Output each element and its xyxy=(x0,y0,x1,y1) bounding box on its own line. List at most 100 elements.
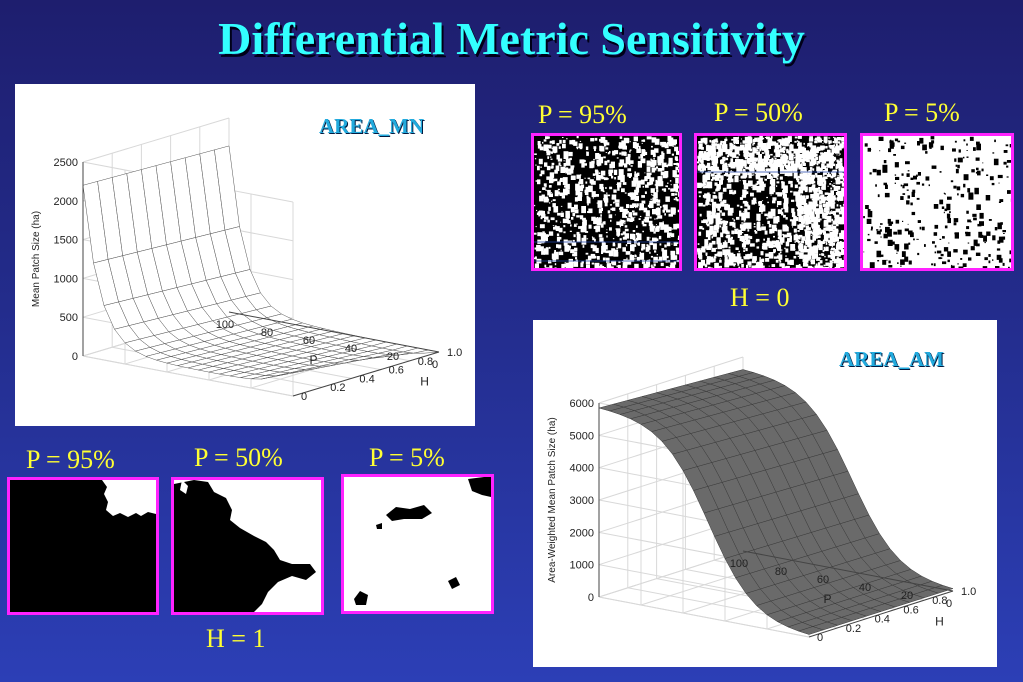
noise-cell xyxy=(882,259,887,265)
noise-cell xyxy=(611,207,616,211)
noise-cell xyxy=(563,231,566,234)
noise-cell xyxy=(702,186,705,189)
grid-line xyxy=(598,356,744,404)
noise-cell xyxy=(755,175,758,178)
noise-cell xyxy=(547,136,550,139)
noise-cell xyxy=(730,178,734,183)
noise-cell xyxy=(956,186,961,191)
noise-cell xyxy=(643,207,648,213)
p-tick-label: 40 xyxy=(859,582,871,594)
noise-cell xyxy=(665,185,668,187)
noise-cell xyxy=(869,262,875,268)
noise-cell xyxy=(534,263,539,268)
noise-cell xyxy=(872,168,877,173)
noise-cell xyxy=(659,222,664,227)
noise-cell xyxy=(742,160,747,167)
noise-cell xyxy=(799,189,801,192)
noise-cell xyxy=(659,206,662,208)
noise-cell xyxy=(707,266,711,268)
noise-cell xyxy=(629,204,635,208)
noise-cell xyxy=(820,137,822,140)
noise-cell xyxy=(759,158,764,162)
noise-cell xyxy=(839,172,844,180)
noise-cell xyxy=(811,255,816,259)
noise-cell xyxy=(757,151,759,153)
noise-cell xyxy=(705,220,708,223)
bottom-thumb-p50 xyxy=(171,477,324,615)
noise-cell xyxy=(766,172,769,175)
noise-cell xyxy=(593,146,597,150)
noise-cell xyxy=(798,146,803,154)
noise-cell xyxy=(662,225,665,227)
h-tick-label: 0.4 xyxy=(875,614,890,626)
noise-cell xyxy=(765,172,767,175)
noise-cell xyxy=(832,155,834,157)
noise-cell xyxy=(957,164,960,169)
noise-cell xyxy=(675,197,678,201)
noise-cell xyxy=(738,250,740,253)
noise-cell xyxy=(799,242,802,245)
noise-cell xyxy=(579,215,584,220)
noise-cell xyxy=(805,225,809,231)
noise-cell xyxy=(867,209,871,212)
noise-cell xyxy=(710,153,716,158)
noise-cell xyxy=(713,191,716,194)
noise-cell xyxy=(722,156,726,162)
noise-cell xyxy=(913,175,917,180)
noise-cell xyxy=(711,236,714,239)
noise-cell xyxy=(711,240,716,245)
noise-cell xyxy=(630,233,635,240)
noise-cell xyxy=(759,262,764,268)
noise-cell xyxy=(781,181,785,186)
noise-cell xyxy=(813,181,816,184)
noise-cell xyxy=(676,198,679,202)
noise-cell xyxy=(776,166,779,169)
noise-cell xyxy=(634,263,639,268)
noise-cell xyxy=(963,249,968,255)
noise-cell xyxy=(840,252,844,256)
noise-cell xyxy=(781,213,784,216)
noise-cell xyxy=(939,238,942,240)
noise-cell xyxy=(800,146,805,152)
noise-cell xyxy=(740,225,746,231)
noise-cell xyxy=(745,247,748,252)
noise-cell xyxy=(539,195,544,202)
noise-cell xyxy=(606,140,608,143)
noise-cell xyxy=(808,138,814,142)
noise-cell xyxy=(657,259,660,262)
noise-cell xyxy=(560,166,565,173)
noise-cell xyxy=(944,208,948,212)
noise-cell xyxy=(722,164,728,171)
noise-cell xyxy=(900,259,905,265)
noise-cell xyxy=(596,159,602,165)
noise-cell xyxy=(761,258,765,263)
noise-cell xyxy=(592,245,597,252)
noise-cell xyxy=(718,222,722,225)
p-tick-label: 40 xyxy=(345,343,357,355)
noise-cell xyxy=(541,239,544,241)
noise-cell xyxy=(550,217,555,221)
noise-cell xyxy=(644,216,649,223)
noise-cell xyxy=(836,186,841,190)
noise-cell xyxy=(1000,222,1003,225)
noise-cell xyxy=(750,243,755,247)
bottom-thumb-p5 xyxy=(341,474,494,614)
noise-cell xyxy=(756,180,762,185)
noise-cell xyxy=(556,191,560,194)
noise-cell xyxy=(876,250,882,258)
bottom-label-p50: P = 50% xyxy=(194,443,283,472)
noise-cell xyxy=(672,170,677,178)
noise-cell xyxy=(613,190,615,192)
noise-cell xyxy=(804,186,808,191)
noise-cell xyxy=(718,170,722,173)
noise-cell xyxy=(624,163,628,168)
noise-cell xyxy=(746,235,751,239)
noise-cell xyxy=(831,195,836,201)
noise-cell xyxy=(975,171,979,174)
noise-cell xyxy=(617,243,622,249)
noise-cell xyxy=(633,136,638,142)
noise-cell xyxy=(598,234,603,238)
noise-cell xyxy=(717,251,722,257)
noise-cell xyxy=(736,228,739,231)
noise-cell xyxy=(734,147,740,155)
